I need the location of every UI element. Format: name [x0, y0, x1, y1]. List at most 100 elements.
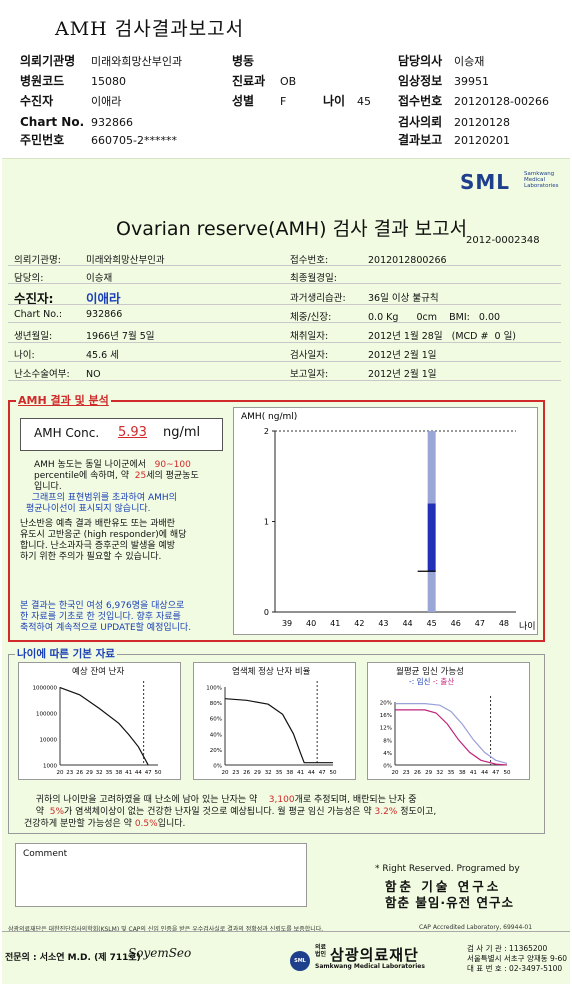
x-tick-label: 44	[402, 619, 412, 628]
pregnancy-chart-title: 월평균 임신 가능성	[396, 667, 464, 677]
x-tick-label: 20	[57, 770, 64, 776]
amh-conc-box	[20, 418, 223, 451]
x-tick-label: 40	[306, 619, 316, 628]
x-tick-label: 35	[106, 770, 113, 776]
x-tick-label: 48	[499, 619, 509, 628]
field-doctor: 담당의사 이승재	[398, 54, 485, 69]
comment-box	[15, 843, 307, 907]
info-last-menstruation: 최종월경일:	[290, 273, 337, 284]
field-hospital-name: 의뢰기관명 미래와희망산부인과	[20, 54, 183, 69]
x-tick-label: 46	[451, 619, 461, 628]
age-summary-line-1: 귀하의 나이만을 고려하였을 때 난소에 남아 있는 난자는 약 3,100개로…	[35, 795, 417, 805]
x-tick-label: 26	[414, 770, 421, 776]
info-ovary-surgery: 난소수술여부: NO	[14, 369, 101, 380]
field-hospital-code: 병원코드 15080	[20, 74, 126, 89]
normal-chromosome-chart: 100% 80% 60% 40% 20% 0%20 23 26 29 32 35 38 41 44 47 50	[206, 681, 337, 776]
y-tick-label: 80%	[210, 701, 222, 707]
x-tick-label: 23	[403, 770, 410, 776]
divider	[8, 380, 561, 381]
y-tick-label: 1000000	[33, 686, 58, 692]
info-age: 나이: 45.6 세	[14, 350, 119, 361]
y-tick-label: 0	[264, 608, 269, 617]
lab-name-fertility: 함춘 불임·유전 연구소	[385, 895, 514, 910]
x-tick-label: 26	[76, 770, 83, 776]
info-weight-height: 체중/신장: 0.0 Kg 0cm BMI: 0.00	[290, 312, 501, 323]
rights-notice: * Right Reserved. Programed by	[375, 864, 520, 874]
x-tick-label: 20	[392, 770, 399, 776]
info-accession: 접수번호: 2012012800266	[290, 255, 447, 266]
foundation-contact: 검 사 기 관 : 11365200 서울특별시 서초구 양재동 9-60 대 …	[467, 944, 568, 973]
field-age: 나이 45	[323, 94, 371, 109]
x-tick-label: 41	[330, 619, 340, 628]
y-tick-label: 0%	[213, 764, 222, 770]
x-tick-label: 38	[459, 770, 466, 776]
y-tick-label: 1	[264, 518, 269, 527]
amh-section-title: AMH 결과 및 분석	[16, 392, 111, 408]
info-birthdate: 생년월일: 1966년 7월 5일	[14, 331, 155, 342]
divider	[8, 361, 561, 362]
field-clinical-info: 임상정보 39951	[398, 74, 489, 89]
y-tick-label: 10000	[40, 738, 58, 744]
x-tick-label: 47	[145, 770, 152, 776]
report-number: 2012-0002348	[466, 235, 540, 246]
x-axis-label: 나이	[519, 621, 536, 632]
field-accession-no: 접수번호 20120128-00266	[398, 94, 549, 109]
field-resident-no: 주민번호 660705-2******	[20, 133, 177, 148]
amh-conc-unit: ng/ml	[163, 425, 201, 440]
y-tick-label: 12%	[380, 726, 392, 732]
divider	[8, 265, 561, 266]
x-tick-label: 35	[276, 770, 283, 776]
y-tick-label: 0%	[383, 764, 392, 770]
x-tick-label: 20	[222, 770, 229, 776]
y-tick-label: 100%	[206, 686, 222, 692]
x-tick-label: 29	[254, 770, 261, 776]
x-tick-label: 41	[297, 770, 304, 776]
sml-seal-icon: SML	[290, 951, 310, 971]
field-department: 진료과 OB	[232, 74, 297, 89]
x-tick-label: 38	[115, 770, 122, 776]
info-patient: 수진자: 이애라	[14, 291, 121, 306]
x-tick-label: 23	[232, 770, 239, 776]
info-doctor: 담당의: 이승재	[14, 273, 113, 284]
y-tick-label: 60%	[210, 717, 222, 723]
y-axis-label: AMH( ng/ml)	[241, 412, 297, 422]
x-tick-label: 41	[470, 770, 477, 776]
x-tick-label: 44	[481, 770, 488, 776]
mini-chart-frame	[193, 662, 356, 780]
x-tick-label: 39	[282, 619, 292, 628]
y-tick-label: 1000	[43, 764, 57, 770]
amh-result-section	[8, 400, 545, 642]
x-tick-label: 32	[96, 770, 103, 776]
comment-label: Comment	[23, 849, 68, 859]
amh-conc-label: AMH Conc.	[34, 426, 100, 440]
amh-range-bar	[427, 431, 436, 504]
info-collection-date: 채취일자: 2012년 1월 28일 (MCD # 0 일)	[290, 331, 517, 342]
series-line	[224, 698, 333, 764]
y-tick-label: 20%	[380, 701, 392, 707]
sml-logo: SML	[460, 170, 511, 194]
document-title: AMH 검사결과보고서	[55, 18, 245, 40]
y-tick-label: 2	[264, 427, 269, 436]
eggs-chart-title: 예상 잔여 난자	[72, 667, 125, 677]
divider	[8, 283, 561, 284]
footer-divider	[2, 931, 570, 932]
field-patient-name: 수진자 이애라	[20, 94, 122, 109]
y-tick-label: 40%	[210, 732, 222, 738]
info-menstrual-history: 과거생리습관: 36일 이상 불규칙	[290, 293, 439, 304]
amh-conc-value: 5.93	[118, 425, 147, 440]
x-tick-label: 47	[492, 770, 499, 776]
foundation-name: 삼광의료재단	[330, 946, 419, 964]
sml-logo-subtitle: Samkwang Medical Laboratories	[524, 171, 559, 189]
info-hospital: 의뢰기관명: 미래와희망산부인과	[14, 255, 165, 266]
x-tick-label: 38	[286, 770, 293, 776]
field-test-request: 검사의뢰 20120128	[398, 115, 510, 130]
age-summary-line-2: 약 5%가 염색체이상이 없는 건강한 난자일 것으로 예상됩니다. 월 평균 …	[35, 807, 437, 817]
series-line	[59, 687, 149, 766]
specialist-doctor: 전문의 : 서소연 M.D. (제 711호)	[5, 953, 141, 963]
divider	[8, 322, 561, 323]
y-tick-label: 16%	[380, 713, 392, 719]
y-tick-label: 20%	[210, 748, 222, 754]
cap-accreditation: CAP Accredited Laboratory, 69944-01	[419, 924, 533, 931]
field-ward: 병동	[232, 54, 255, 68]
x-tick-label: 26	[243, 770, 250, 776]
